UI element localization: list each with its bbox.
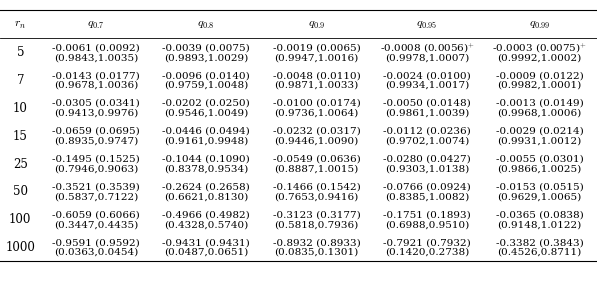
Text: (0.9934,1.0017): (0.9934,1.0017) xyxy=(385,81,469,90)
Text: (0.9678,1.0036): (0.9678,1.0036) xyxy=(54,81,138,90)
Text: -0.0050 (0.0148): -0.0050 (0.0148) xyxy=(383,99,471,108)
Text: -0.0048 (0.0110): -0.0048 (0.0110) xyxy=(273,71,361,80)
Text: -0.0232 (0.0317): -0.0232 (0.0317) xyxy=(273,127,361,136)
Text: -0.8932 (0.8933): -0.8932 (0.8933) xyxy=(273,238,361,247)
Text: -0.7921 (0.7932): -0.7921 (0.7932) xyxy=(383,238,471,247)
Text: (0.9413,0.9976): (0.9413,0.9976) xyxy=(54,109,138,118)
Text: (0.9893,1.0029): (0.9893,1.0029) xyxy=(164,53,248,62)
Text: $q_{0.99}$: $q_{0.99}$ xyxy=(529,18,550,31)
Text: (0.0835,0.1301): (0.0835,0.1301) xyxy=(275,248,359,257)
Text: -0.0024 (0.0100): -0.0024 (0.0100) xyxy=(383,71,471,80)
Text: -0.3521 (0.3539): -0.3521 (0.3539) xyxy=(52,182,140,191)
Text: -0.0009 (0.0122): -0.0009 (0.0122) xyxy=(496,71,583,80)
Text: (0.9148,1.0122): (0.9148,1.0122) xyxy=(497,220,582,229)
Text: -0.0013 (0.0149): -0.0013 (0.0149) xyxy=(496,99,583,108)
Text: (0.9968,1.0006): (0.9968,1.0006) xyxy=(497,109,582,118)
Text: (0.9871,1.0033): (0.9871,1.0033) xyxy=(275,81,359,90)
Text: -0.0100 (0.0174): -0.0100 (0.0174) xyxy=(273,99,361,108)
Text: -0.0766 (0.0924): -0.0766 (0.0924) xyxy=(383,182,471,191)
Text: (0.9303,1.0138): (0.9303,1.0138) xyxy=(385,164,469,174)
Text: (0.5818,0.7936): (0.5818,0.7936) xyxy=(275,220,359,229)
Text: $q_{0.8}$: $q_{0.8}$ xyxy=(198,18,215,31)
Text: (0.9861,1.0039): (0.9861,1.0039) xyxy=(385,109,469,118)
Text: -0.1495 (0.1525): -0.1495 (0.1525) xyxy=(52,154,140,164)
Text: (0.6621,0.8130): (0.6621,0.8130) xyxy=(164,192,248,201)
Text: -0.1044 (0.1090): -0.1044 (0.1090) xyxy=(162,154,250,164)
Text: -0.0305 (0.0341): -0.0305 (0.0341) xyxy=(52,99,140,108)
Text: -0.9431 (0.9431): -0.9431 (0.9431) xyxy=(162,238,250,247)
Text: -0.0446 (0.0494): -0.0446 (0.0494) xyxy=(162,127,250,136)
Text: (0.9978,1.0007): (0.9978,1.0007) xyxy=(385,53,469,62)
Text: (0.9446,1.0090): (0.9446,1.0090) xyxy=(275,137,359,146)
Text: (0.9702,1.0074): (0.9702,1.0074) xyxy=(385,137,469,146)
Text: (0.8935,0.9747): (0.8935,0.9747) xyxy=(54,137,138,146)
Text: -0.0096 (0.0140): -0.0096 (0.0140) xyxy=(162,71,250,80)
Text: (0.9947,1.0016): (0.9947,1.0016) xyxy=(275,53,359,62)
Text: -0.0061 (0.0092): -0.0061 (0.0092) xyxy=(52,43,140,52)
Text: -0.0112 (0.0236): -0.0112 (0.0236) xyxy=(383,127,471,136)
Text: (0.7946,0.9063): (0.7946,0.9063) xyxy=(54,164,138,174)
Text: 7: 7 xyxy=(17,74,24,87)
Text: (0.8887,1.0015): (0.8887,1.0015) xyxy=(275,164,359,174)
Text: -0.9591 (0.9592): -0.9591 (0.9592) xyxy=(52,238,140,247)
Text: (0.1420,0.2738): (0.1420,0.2738) xyxy=(385,248,469,257)
Text: -0.1751 (0.1893): -0.1751 (0.1893) xyxy=(383,210,471,219)
Text: $r_n$: $r_n$ xyxy=(14,18,26,31)
Text: (0.9629,1.0065): (0.9629,1.0065) xyxy=(497,192,582,201)
Text: (0.9161,0.9948): (0.9161,0.9948) xyxy=(164,137,248,146)
Text: $q_{0.95}$: $q_{0.95}$ xyxy=(417,18,438,31)
Text: (0.4526,0.8711): (0.4526,0.8711) xyxy=(497,248,582,257)
Text: (0.9546,1.0049): (0.9546,1.0049) xyxy=(164,109,248,118)
Text: -0.6059 (0.6066): -0.6059 (0.6066) xyxy=(52,210,140,219)
Text: -0.0365 (0.0838): -0.0365 (0.0838) xyxy=(496,210,583,219)
Text: 15: 15 xyxy=(13,130,27,143)
Text: -0.0280 (0.0427): -0.0280 (0.0427) xyxy=(383,154,471,164)
Text: -0.0143 (0.0177): -0.0143 (0.0177) xyxy=(52,71,140,80)
Text: $q_{0.9}$: $q_{0.9}$ xyxy=(308,18,325,31)
Text: 50: 50 xyxy=(13,185,28,198)
Text: 25: 25 xyxy=(13,158,27,170)
Text: -0.0549 (0.0636): -0.0549 (0.0636) xyxy=(273,154,361,164)
Text: (0.9843,1.0035): (0.9843,1.0035) xyxy=(54,53,138,62)
Text: (0.9866,1.0025): (0.9866,1.0025) xyxy=(497,164,582,174)
Text: (0.9759,1.0048): (0.9759,1.0048) xyxy=(164,81,248,90)
Text: -0.0008 (0.0056)$^{+}$: -0.0008 (0.0056)$^{+}$ xyxy=(380,41,475,55)
Text: (0.8378,0.9534): (0.8378,0.9534) xyxy=(164,164,248,174)
Text: (0.9982,1.0001): (0.9982,1.0001) xyxy=(497,81,582,90)
Text: (0.3447,0.4435): (0.3447,0.4435) xyxy=(54,220,138,229)
Text: -0.0029 (0.0214): -0.0029 (0.0214) xyxy=(496,127,583,136)
Text: -0.0055 (0.0301): -0.0055 (0.0301) xyxy=(496,154,583,164)
Text: (0.7653,0.9416): (0.7653,0.9416) xyxy=(275,192,359,201)
Text: -0.2624 (0.2658): -0.2624 (0.2658) xyxy=(162,182,250,191)
Text: 5: 5 xyxy=(17,46,24,59)
Text: 100: 100 xyxy=(9,213,32,226)
Text: (0.5837,0.7122): (0.5837,0.7122) xyxy=(54,192,138,201)
Text: -0.0202 (0.0250): -0.0202 (0.0250) xyxy=(162,99,250,108)
Text: (0.0363,0.0454): (0.0363,0.0454) xyxy=(54,248,138,257)
Text: $q_{0.7}$: $q_{0.7}$ xyxy=(87,18,104,31)
Text: -0.0039 (0.0075): -0.0039 (0.0075) xyxy=(162,43,250,52)
Text: -0.1466 (0.1542): -0.1466 (0.1542) xyxy=(273,182,361,191)
Text: (0.9931,1.0012): (0.9931,1.0012) xyxy=(497,137,582,146)
Text: -0.4966 (0.4982): -0.4966 (0.4982) xyxy=(162,210,250,219)
Text: -0.0659 (0.0695): -0.0659 (0.0695) xyxy=(52,127,140,136)
Text: (0.6988,0.9510): (0.6988,0.9510) xyxy=(385,220,469,229)
Text: -0.0003 (0.0075)$^{+}$: -0.0003 (0.0075)$^{+}$ xyxy=(492,41,587,55)
Text: (0.8385,1.0082): (0.8385,1.0082) xyxy=(385,192,469,201)
Text: -0.3382 (0.3843): -0.3382 (0.3843) xyxy=(496,238,583,247)
Text: 1000: 1000 xyxy=(5,241,35,254)
Text: (0.0487,0.0651): (0.0487,0.0651) xyxy=(164,248,248,257)
Text: (0.4328,0.5740): (0.4328,0.5740) xyxy=(164,220,248,229)
Text: -0.0153 (0.0515): -0.0153 (0.0515) xyxy=(496,182,583,191)
Text: 10: 10 xyxy=(13,102,27,115)
Text: -0.3123 (0.3177): -0.3123 (0.3177) xyxy=(273,210,361,219)
Text: (0.9736,1.0064): (0.9736,1.0064) xyxy=(275,109,359,118)
Text: (0.9992,1.0002): (0.9992,1.0002) xyxy=(497,53,582,62)
Text: -0.0019 (0.0065): -0.0019 (0.0065) xyxy=(273,43,361,52)
